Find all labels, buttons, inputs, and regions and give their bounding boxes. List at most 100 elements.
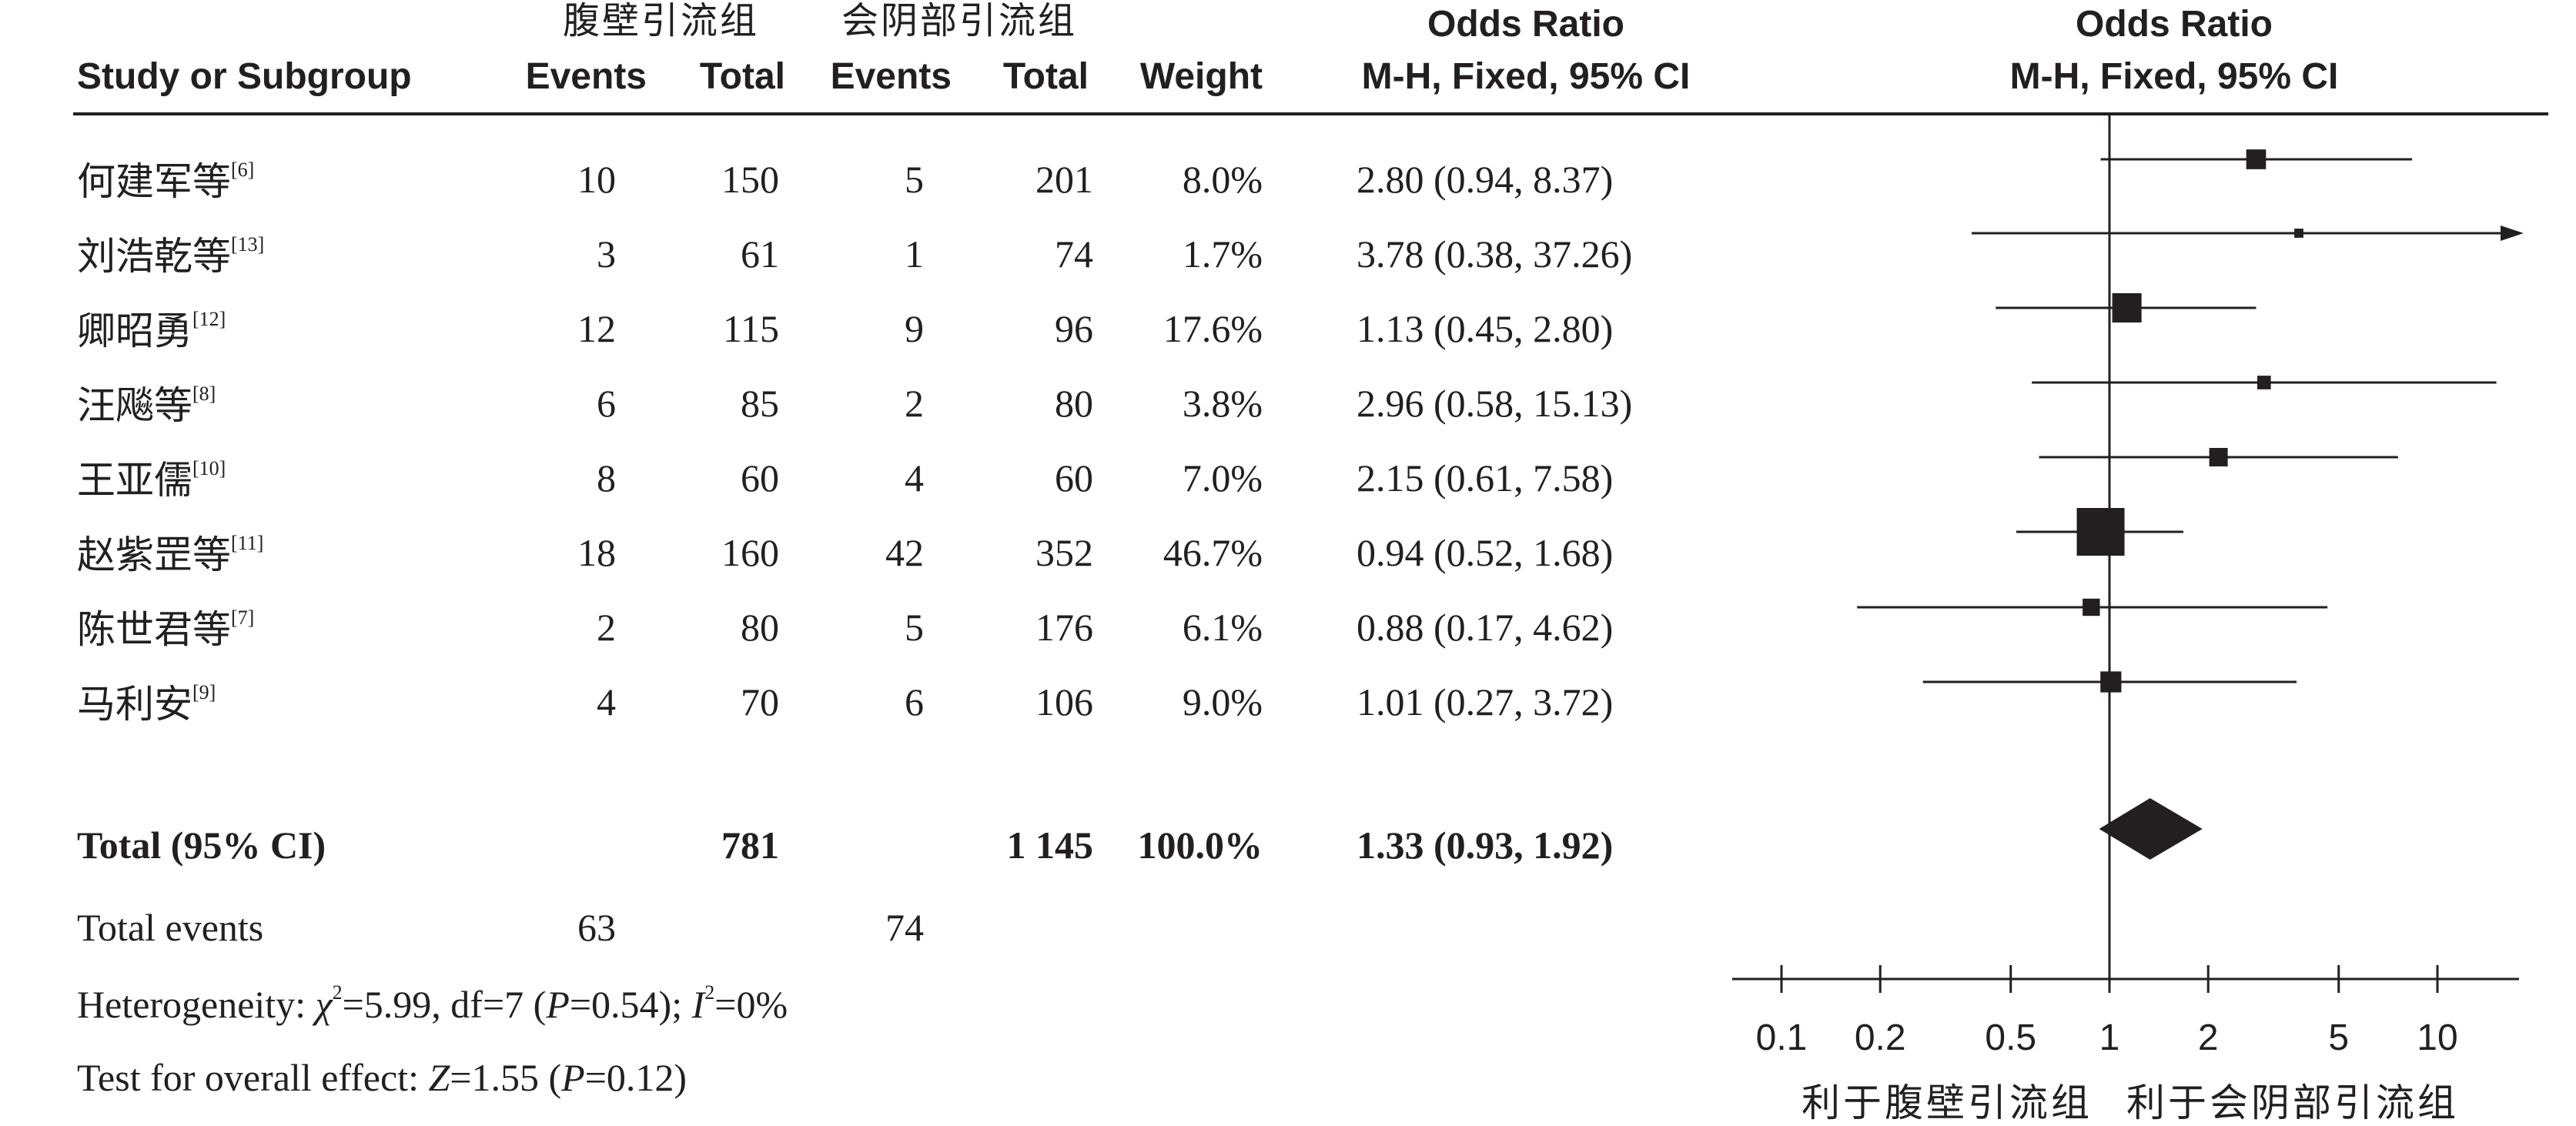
p-symbol: P [546, 983, 570, 1026]
study-name: 卿昭勇[12] [77, 308, 226, 353]
study-label: 马利安 [77, 683, 192, 726]
weight: 7.0% [1182, 456, 1263, 500]
total-events-group1: 63 [577, 906, 616, 949]
x-tick-label: 0.1 [1756, 1017, 1808, 1058]
group2-total-header: Total [1002, 56, 1089, 97]
total-group2-total: 1 145 [1006, 824, 1094, 867]
group1-total: 80 [741, 606, 779, 649]
i-superscript: 2 [704, 981, 715, 1004]
or-ci-text: 0.94 (0.52, 1.68) [1357, 531, 1614, 574]
heterogeneity-prefix: Heterogeneity: [77, 983, 316, 1026]
group2-events: 6 [905, 680, 924, 723]
group2-total: 96 [1055, 307, 1093, 350]
weight: 6.1% [1182, 606, 1263, 649]
x-tick-label: 0.5 [1985, 1017, 2036, 1058]
group2-total: 176 [1035, 606, 1093, 649]
total-or-ci-text: 1.33 (0.93, 1.92) [1357, 824, 1614, 867]
study-name: 陈世君等[7] [77, 608, 254, 651]
group2-events: 2 [905, 382, 924, 425]
study-ref: [6] [231, 159, 255, 181]
group2-total: 80 [1055, 382, 1093, 425]
x-tick-label: 0.2 [1855, 1017, 1906, 1058]
group1-events: 18 [577, 531, 616, 574]
total-label: Total (95% CI) [77, 824, 326, 867]
group1-total-header: Total [699, 56, 785, 97]
x-tick-label: 10 [2417, 1017, 2457, 1058]
study-point-estimate [2100, 671, 2122, 693]
study-label: 陈世君等 [77, 608, 231, 651]
group1-events: 8 [597, 456, 616, 500]
group1-events: 12 [577, 307, 616, 350]
group1-header: 腹壁引流组 [563, 1, 760, 42]
weight: 3.8% [1182, 382, 1263, 425]
study-point-estimate [2294, 229, 2303, 238]
study-label: 卿昭勇 [77, 309, 192, 353]
group2-total: 106 [1035, 680, 1093, 723]
overall-effect-p: =0.12) [584, 1056, 687, 1099]
or-ci-text: 3.78 (0.38, 37.26) [1357, 232, 1633, 276]
x-tick-label: 5 [2328, 1017, 2349, 1058]
weight: 9.0% [1182, 680, 1263, 723]
study-name: 王亚儒[10] [77, 459, 226, 500]
study-name: 赵紫罡等[11] [77, 532, 264, 576]
x-tick-label: 2 [2198, 1017, 2219, 1058]
z-symbol: Z [428, 1056, 450, 1099]
group2-events: 1 [905, 232, 924, 276]
heterogeneity-p: =0.54); [569, 983, 692, 1026]
heterogeneity-stats: =5.99, df=7 ( [342, 983, 547, 1026]
weight: 1.7% [1182, 232, 1263, 276]
study-ref: [8] [192, 383, 216, 405]
group2-total: 201 [1035, 158, 1093, 201]
study-label: 赵紫罡等 [77, 533, 231, 576]
overall-effect-line: Test for overall effect: Z=1.55 (P=0.12) [77, 1058, 687, 1097]
group2-total: 74 [1055, 232, 1093, 276]
study-point-estimate [2112, 292, 2142, 323]
or-ci-text: 1.01 (0.27, 3.72) [1357, 680, 1614, 723]
pooled-diamond [2099, 798, 2203, 860]
group2-total: 352 [1035, 531, 1093, 574]
study-name: 刘浩乾等[13] [77, 235, 264, 276]
study-point-estimate [2246, 149, 2267, 169]
total-events-label: Total events [77, 906, 264, 949]
or-ci-text: 1.13 (0.45, 2.80) [1357, 307, 1614, 350]
study-label: 汪飚等 [77, 384, 192, 427]
study-column-header: Study or Subgroup [77, 56, 412, 97]
weight: 46.7% [1163, 531, 1263, 574]
heterogeneity-line: Heterogeneity: χ 2 =5.99, df=7 (P=0.54); I… [77, 983, 788, 1024]
study-label: 刘浩乾等 [77, 235, 231, 278]
group1-events: 6 [597, 382, 616, 425]
plot-method-header: M-H, Fixed, 95% CI [2009, 56, 2339, 97]
study-ref: [12] [192, 308, 226, 330]
group2-header: 会阴部引流组 [841, 1, 1078, 42]
i-symbol: I [691, 983, 705, 1026]
total-weight: 100.0% [1137, 824, 1263, 867]
study-name: 汪飚等[8] [77, 383, 216, 427]
study-point-estimate [2083, 598, 2100, 616]
group2-events: 5 [905, 606, 924, 649]
study-name: 马利安[9] [77, 681, 216, 726]
group2-events: 42 [885, 531, 924, 574]
overall-effect-z: =1.55 ( [450, 1056, 562, 1099]
group1-total: 85 [741, 382, 779, 425]
study-ref: [11] [231, 532, 264, 554]
group1-events: 10 [577, 158, 616, 201]
favours-left-label: 利于腹壁引流组 [1802, 1081, 2093, 1124]
weight-header: Weight [1139, 56, 1263, 97]
p-symbol: P [561, 1056, 585, 1099]
overall-effect-prefix: Test for overall effect: [77, 1056, 429, 1099]
study-label: 何建军等 [77, 160, 231, 203]
group1-total: 160 [721, 531, 779, 574]
chi-symbol: χ [315, 983, 333, 1026]
total-group1-total: 781 [721, 824, 779, 867]
study-ref: [9] [192, 681, 216, 703]
study-ref: [10] [192, 457, 226, 479]
group2-total: 60 [1055, 456, 1093, 500]
plot-title: Odds Ratio [2075, 4, 2273, 45]
group2-events: 9 [905, 307, 924, 350]
heterogeneity-i-value: =0% [714, 983, 788, 1026]
group1-total: 60 [741, 456, 779, 500]
or-column-title: Odds Ratio [1427, 4, 1624, 45]
study-point-estimate [2209, 447, 2228, 467]
